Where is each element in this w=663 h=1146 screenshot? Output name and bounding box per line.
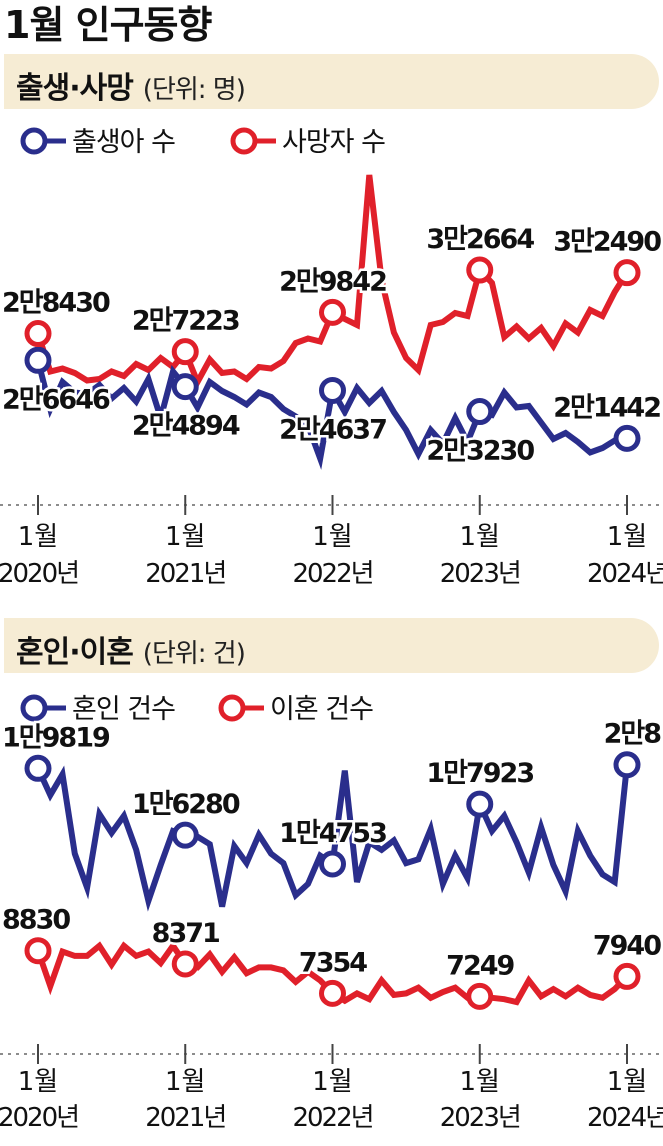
data-point-marker bbox=[319, 850, 346, 878]
x-tick-year: 2023년 bbox=[440, 559, 520, 589]
x-tick-month: 1월 bbox=[607, 522, 647, 552]
data-point-marker bbox=[24, 754, 52, 782]
data-point-marker bbox=[613, 424, 641, 452]
data-label: 2만3230 bbox=[426, 436, 534, 467]
data-label: 2만9842 bbox=[279, 266, 386, 297]
data-point-marker bbox=[613, 751, 641, 779]
x-tick-month: 1월 bbox=[165, 522, 205, 552]
data-label: 2만6646 bbox=[2, 384, 110, 415]
section-title: 출생·사망 bbox=[16, 71, 134, 106]
data-label: 1만7923 bbox=[426, 758, 533, 789]
x-tick-year: 2021년 bbox=[145, 559, 225, 589]
x-tick-month: 1월 bbox=[607, 1067, 647, 1097]
section-header-births-deaths: 출생·사망 (단위: 명) bbox=[4, 54, 659, 109]
data-point-marker bbox=[319, 298, 346, 326]
x-tick-year: 2022년 bbox=[292, 559, 372, 589]
data-label: 2만8430 bbox=[2, 288, 110, 319]
data-label: 8371 bbox=[152, 918, 219, 949]
legend-marker bbox=[20, 694, 48, 722]
data-label: 1만4753 bbox=[279, 818, 386, 849]
x-tick-year: 2024년 bbox=[587, 559, 663, 589]
x-tick-year: 2021년 bbox=[145, 1103, 225, 1133]
data-label: 3만2664 bbox=[426, 224, 534, 255]
section-title: 혼인·이혼 bbox=[16, 635, 134, 670]
data-point-marker bbox=[24, 937, 52, 965]
x-tick-year: 2023년 bbox=[440, 1103, 520, 1133]
data-point-marker bbox=[171, 821, 199, 849]
legend-label: 출생아 수 bbox=[72, 127, 175, 158]
legend-label: 혼인 건수 bbox=[72, 694, 175, 725]
data-point-marker bbox=[171, 950, 199, 978]
data-point-marker bbox=[466, 790, 494, 818]
data-label: 2만1442 bbox=[553, 392, 660, 423]
data-point-marker bbox=[24, 346, 52, 374]
births-deaths-chart: 출생아 수 사망자 수 1월 2020년 1월 2021년 1월 2022년 1월 2023년 1월… bbox=[0, 127, 663, 589]
data-point-marker bbox=[319, 979, 346, 1007]
data-label: 2만4894 bbox=[132, 411, 240, 442]
data-point-marker bbox=[171, 373, 199, 401]
data-point-marker bbox=[466, 398, 494, 426]
marriage-divorce-chart: 혼인 건수 이혼 건수 1월 2020년 1월 2021년 1월 2022년 1월 2023년 1월… bbox=[0, 694, 663, 1133]
data-label: 1만9819 bbox=[2, 722, 110, 753]
x-tick-month: 1월 bbox=[18, 522, 58, 552]
legend-label: 이혼 건수 bbox=[270, 694, 373, 725]
x-tick-month: 1월 bbox=[460, 522, 500, 552]
data-label: 7354 bbox=[299, 947, 367, 978]
x-tick-month: 1월 bbox=[460, 1067, 500, 1097]
data-point-marker bbox=[466, 982, 494, 1010]
data-point-marker bbox=[466, 256, 494, 284]
data-point-marker bbox=[24, 320, 52, 348]
section-unit: (단위: 명) bbox=[142, 75, 246, 105]
legend-marker bbox=[230, 127, 258, 155]
x-tick-year: 2022년 bbox=[292, 1103, 372, 1133]
legend-marker bbox=[218, 694, 246, 722]
legend-marker bbox=[20, 127, 48, 155]
data-point-marker bbox=[319, 376, 346, 404]
data-label: 2만8 bbox=[604, 719, 662, 750]
legend-label: 사망자 수 bbox=[282, 127, 385, 158]
x-tick-year: 2020년 bbox=[0, 559, 78, 589]
data-point-marker bbox=[171, 338, 199, 366]
x-tick-month: 1월 bbox=[312, 1067, 352, 1097]
x-tick-month: 1월 bbox=[18, 1067, 58, 1097]
data-label: 2만7223 bbox=[132, 306, 239, 337]
data-label: 2만4637 bbox=[279, 414, 386, 445]
section-header-marriage-divorce: 혼인·이혼 (단위: 건) bbox=[4, 618, 659, 673]
section-unit: (단위: 건) bbox=[142, 639, 246, 669]
data-label: 7940 bbox=[593, 930, 661, 961]
x-tick-month: 1월 bbox=[165, 1067, 205, 1097]
x-tick-year: 2024년 bbox=[587, 1103, 663, 1133]
data-label: 1만6280 bbox=[132, 789, 240, 820]
data-point-marker bbox=[613, 962, 641, 990]
x-tick-year: 2020년 bbox=[0, 1103, 78, 1133]
data-label: 8830 bbox=[2, 905, 70, 936]
data-label: 3만2490 bbox=[553, 227, 661, 258]
data-point-marker bbox=[613, 259, 641, 287]
data-label: 7249 bbox=[446, 950, 514, 981]
x-tick-month: 1월 bbox=[312, 522, 352, 552]
page-title: 1월 인구동향 bbox=[4, 3, 212, 47]
